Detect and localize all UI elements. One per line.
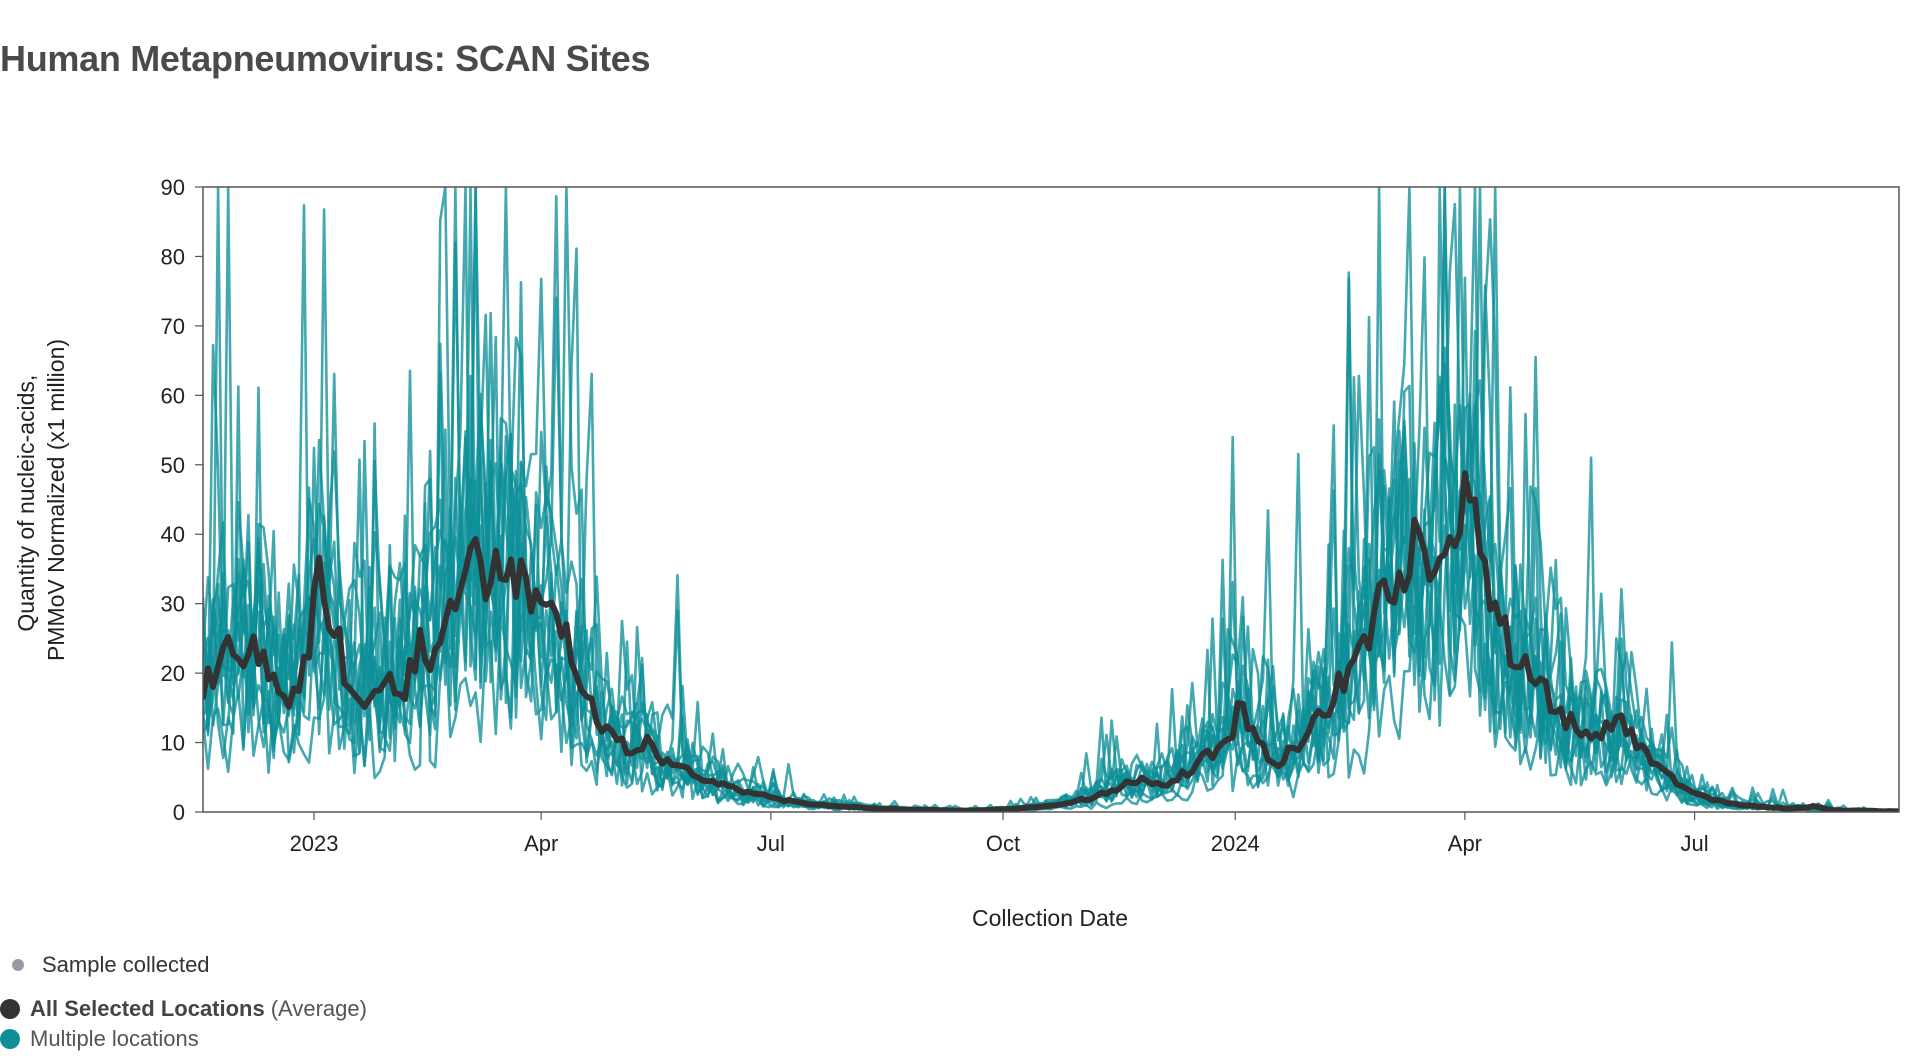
multiple-dot-icon — [0, 1029, 20, 1049]
plot-frame — [202, 186, 1900, 813]
legend-sample-label: Sample collected — [42, 952, 210, 977]
location-lines — [203, 187, 1899, 812]
average-dot-icon — [0, 999, 20, 1019]
x-tick-label: 2024 — [1211, 831, 1260, 856]
y-axis-label-line-2: PMMoV Normalized (x1 million) — [43, 339, 69, 661]
y-tick-label: 70 — [161, 314, 185, 339]
y-tick-label: 20 — [161, 661, 185, 686]
y-tick-label: 80 — [161, 244, 185, 269]
axes: 0 10 20 30 40 50 60 70 80 90 2023 Apr Jul Oct 2024 Apr J… — [161, 175, 1900, 856]
x-tick-label: Apr — [1448, 831, 1482, 856]
y-tick-label: 50 — [161, 453, 185, 478]
x-tick-label: Apr — [524, 831, 558, 856]
y-tick-label: 60 — [161, 383, 185, 408]
legend-average-suffix: (Average) — [270, 996, 367, 1021]
y-axis-label-line-1: Quantity of nucleic-acids, — [13, 375, 39, 632]
location-line — [203, 501, 1899, 812]
y-tick-label: 30 — [161, 592, 185, 617]
legend-multiple-label: Multiple locations — [30, 1026, 199, 1051]
legend-multiple[interactable]: Multiple locations — [0, 1026, 199, 1052]
x-tick-label: 2023 — [290, 831, 339, 856]
legend-average-label: All Selected Locations — [30, 996, 265, 1021]
x-tick-label: Oct — [986, 831, 1020, 856]
x-tick-label: Jul — [1681, 831, 1709, 856]
x-axis-label: Collection Date — [972, 905, 1128, 931]
sample-dot-icon — [12, 959, 24, 971]
y-axis-label: Quantity of nucleic-acids, PMMoV Normali… — [13, 339, 69, 661]
y-tick-label: 10 — [161, 731, 185, 756]
legend-sample: Sample collected — [0, 952, 210, 978]
x-tick-label: Jul — [757, 831, 785, 856]
average-line — [203, 470, 1899, 812]
average-line-layer — [203, 470, 1899, 812]
y-tick-label: 40 — [161, 522, 185, 547]
chart-title: Human Metapneumovirus: SCAN Sites — [0, 38, 651, 79]
y-tick-label: 90 — [161, 175, 185, 200]
legend-average[interactable]: All Selected Locations (Average) — [0, 996, 367, 1022]
y-tick-label: 0 — [173, 800, 185, 825]
